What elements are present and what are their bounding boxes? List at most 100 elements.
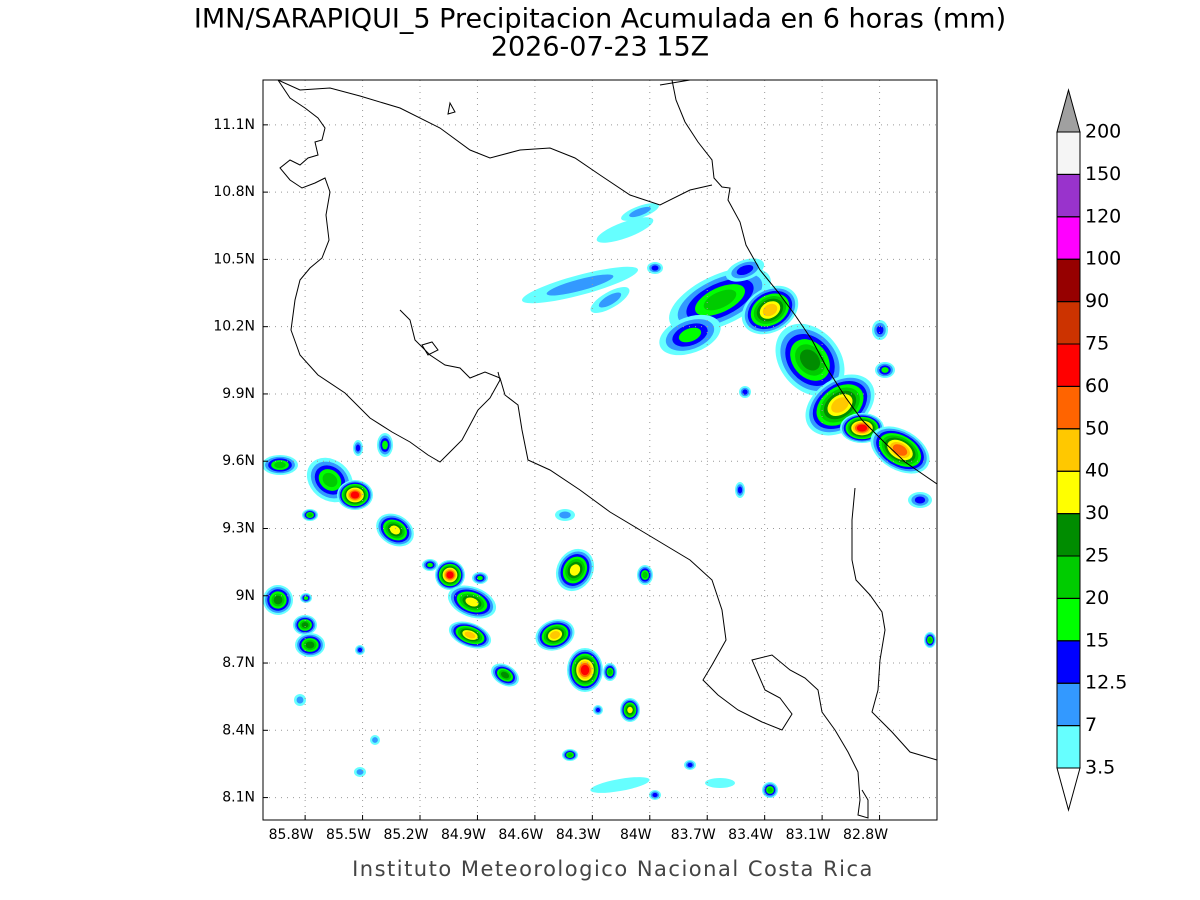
precip-area — [678, 327, 702, 343]
precip-area — [569, 564, 581, 576]
colorbar-label: 120 — [1085, 205, 1121, 227]
colorbar-label: 90 — [1085, 290, 1109, 312]
precip-area — [546, 274, 614, 296]
colorbar-band — [1056, 640, 1081, 684]
coastline — [851, 487, 937, 761]
precip-area — [307, 513, 313, 517]
precip-area — [687, 762, 693, 768]
precip-area — [590, 777, 650, 793]
colorbar-label: 40 — [1085, 460, 1109, 482]
precip-area — [305, 641, 315, 649]
x-tick-label: 85.2W — [384, 827, 429, 843]
colorbar-label: 12.5 — [1085, 672, 1127, 694]
colorbar-label: 75 — [1085, 333, 1109, 355]
colorbar-label: 20 — [1085, 587, 1109, 609]
precip-area — [598, 292, 622, 308]
precip-area — [477, 575, 483, 581]
precip-area — [914, 496, 926, 504]
precip-area — [465, 597, 479, 607]
y-tick-label: 8.7N — [222, 655, 255, 671]
coastline — [277, 80, 501, 463]
y-tick-label: 8.1N — [222, 790, 255, 806]
precip-area — [382, 440, 388, 450]
precipitation-field — [263, 203, 936, 800]
colorbar-band — [1056, 513, 1081, 557]
precip-area — [464, 631, 476, 639]
coastline — [277, 80, 713, 206]
title: IMN/SARAPIQUI_5 Precipitacion Acumulada … — [194, 4, 1006, 35]
precip-area — [737, 486, 743, 494]
precip-area — [799, 349, 821, 371]
coastlines — [277, 80, 937, 819]
precip-area — [357, 647, 363, 653]
precip-area — [736, 264, 754, 276]
colorbar-band — [1056, 216, 1081, 260]
precip-area — [856, 424, 868, 432]
colorbar-band — [1056, 131, 1081, 175]
coastline — [447, 101, 456, 115]
coastline — [671, 80, 937, 485]
colorbar-label: 15 — [1085, 629, 1109, 651]
colorbar-under — [1056, 767, 1081, 812]
colorbar-label: 100 — [1085, 248, 1121, 270]
precip-area — [642, 571, 648, 579]
precip-area — [372, 737, 378, 743]
colorbar-label: 150 — [1085, 163, 1121, 185]
precip-area — [322, 472, 338, 488]
precip-area — [767, 787, 773, 793]
y-tick-label: 9.6N — [222, 453, 255, 469]
precip-area — [651, 265, 659, 271]
subtitle: 2026-07-23 15Z — [491, 32, 709, 63]
precip-area — [596, 217, 654, 243]
colorbar-label: 25 — [1085, 545, 1109, 567]
footer: Instituto Meteorologico Nacional Costa R… — [352, 857, 874, 881]
x-tick-label: 83.1W — [786, 827, 831, 843]
colorbar-band — [1056, 555, 1081, 599]
x-tick-label: 83.4W — [728, 827, 773, 843]
precip-area — [567, 753, 573, 757]
x-tick-label: 85.5W — [326, 827, 371, 843]
coastline — [659, 80, 691, 86]
precip-area — [273, 595, 283, 605]
y-tick-label: 9.9N — [222, 386, 255, 402]
colorbar-band — [1056, 682, 1081, 727]
colorbar-band — [1056, 428, 1081, 472]
precip-area — [446, 571, 454, 579]
x-tick-label: 84.3W — [556, 827, 601, 843]
precip-area — [303, 596, 309, 600]
precip-area — [559, 511, 571, 519]
y-tick-label: 8.4N — [222, 722, 255, 738]
colorbar-band — [1056, 385, 1081, 430]
precip-area — [595, 707, 601, 713]
axis-labels: 85.8W 85.5W 85.2W 84.9W 84.6W 84.3W 84W 83.7W 83… — [213, 117, 888, 843]
precip-area — [703, 289, 737, 311]
colorbar-band — [1056, 725, 1081, 769]
precip-area — [705, 778, 735, 788]
precip-area — [831, 397, 849, 413]
precip-area — [629, 206, 651, 218]
precip-area — [627, 706, 633, 714]
colorbar-label: 7 — [1085, 714, 1097, 736]
precip-area — [356, 769, 364, 775]
precip-area — [742, 389, 748, 395]
colorbar-over — [1056, 88, 1081, 133]
coastline — [399, 309, 869, 819]
precip-area — [881, 367, 889, 373]
colorbar-label: 50 — [1085, 417, 1109, 439]
colorbar-label: 3.5 — [1085, 757, 1115, 779]
colorbar-band — [1056, 343, 1081, 387]
colorbar-band — [1056, 470, 1081, 515]
colorbar-label: 30 — [1085, 502, 1109, 524]
x-tick-label: 84W — [620, 827, 652, 843]
precip-area — [876, 325, 884, 335]
precip-area — [550, 630, 560, 640]
colorbar-band — [1056, 597, 1081, 642]
colorbar-label: 60 — [1085, 375, 1109, 397]
y-tick-label: 10.8N — [213, 184, 255, 200]
precip-area — [274, 461, 286, 469]
precip-area — [580, 664, 590, 676]
y-tick-label: 10.5N — [213, 251, 255, 267]
precip-area — [652, 792, 658, 798]
precip-area — [355, 444, 361, 452]
x-tick-label: 84.9W — [441, 827, 486, 843]
